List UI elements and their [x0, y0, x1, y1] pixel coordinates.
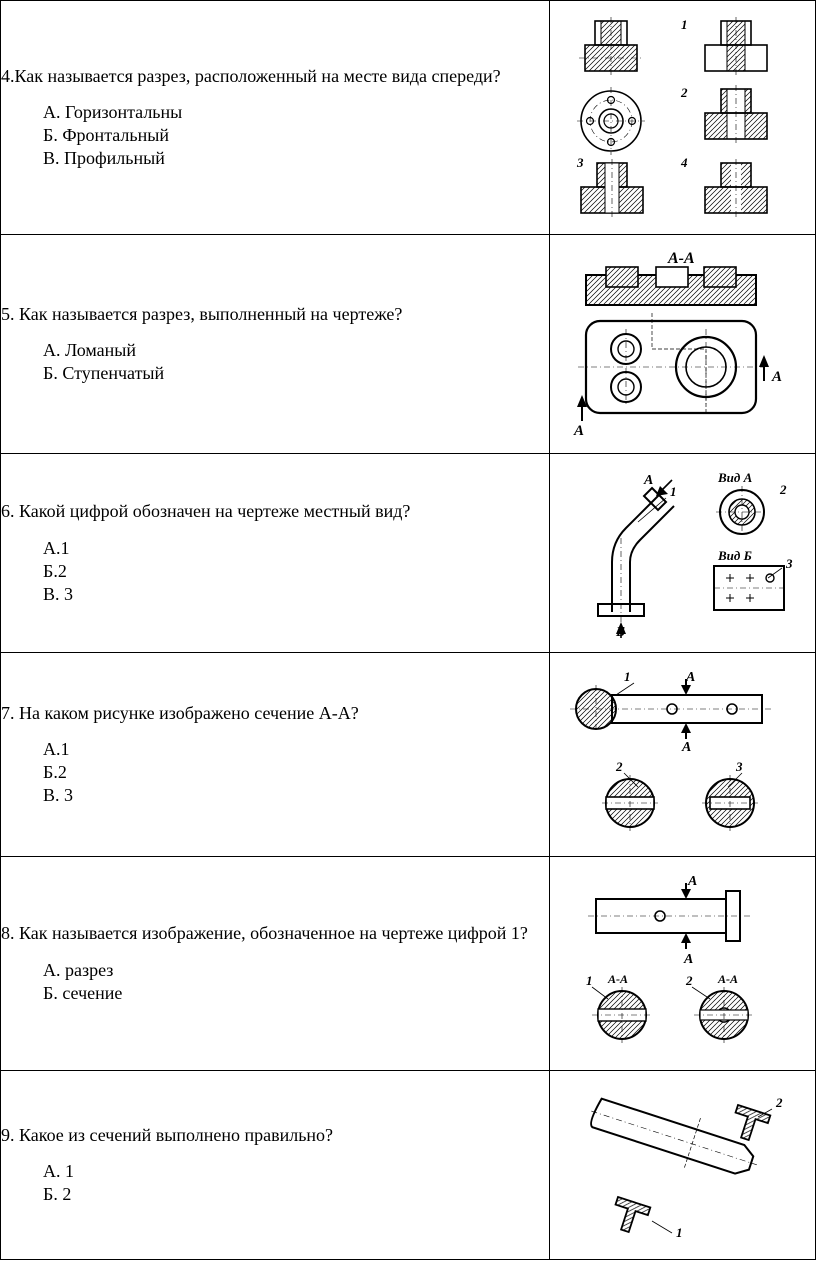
option-b: Б.2	[43, 561, 539, 582]
question-text: 7. На каком рисунке изображено сечение А…	[1, 701, 539, 725]
options: А. Ломаный Б. Ступенчатый	[1, 340, 539, 384]
label-1: 1	[676, 1225, 683, 1240]
label-1: 1	[624, 669, 631, 684]
label-a-left: А	[573, 423, 584, 439]
options: А. 1 Б. 2	[1, 1161, 539, 1205]
option-b: Б. сечение	[43, 983, 539, 1004]
quiz-table: 4.Как называется разрез, расположенный н…	[0, 0, 816, 1260]
option-v: В. 3	[43, 785, 539, 806]
option-b: Б. Фронтальный	[43, 125, 539, 146]
label-3: 3	[576, 155, 584, 170]
question-text: 4.Как называется разрез, расположенный н…	[1, 64, 539, 88]
option-a: А. Горизонтальны	[43, 102, 539, 123]
question-cell: 7. На каком рисунке изображено сечение А…	[1, 653, 550, 857]
option-a: А.1	[43, 739, 539, 760]
label-3: 3	[735, 759, 743, 774]
figure-cell: 1 2	[550, 1, 816, 235]
label-b: Б	[615, 625, 625, 638]
question-row-6: 6. Какой цифрой обозначен на чертеже мес…	[1, 454, 816, 653]
label-1: 1	[670, 484, 677, 499]
option-v: В. 3	[43, 584, 539, 605]
question-cell: 8. Как называется изображение, обозначен…	[1, 857, 550, 1071]
label-a-bot: А	[683, 952, 693, 967]
option-a: А. 1	[43, 1161, 539, 1182]
option-b: Б. 2	[43, 1184, 539, 1205]
question-text: 6. Какой цифрой обозначен на чертеже мес…	[1, 499, 539, 523]
question-text: 5. Как называется разрез, выполненный на…	[1, 302, 539, 326]
options: А.1 Б.2 В. 3	[1, 538, 539, 605]
question-cell: 5. Как называется разрез, выполненный на…	[1, 235, 550, 454]
question-cell: 4.Как называется разрез, расположенный н…	[1, 1, 550, 235]
question-row-7: 7. На каком рисунке изображено сечение А…	[1, 653, 816, 857]
label-aa-2: А-А	[717, 972, 738, 986]
label-a-right: А	[771, 369, 782, 385]
option-v: В. Профильный	[43, 148, 539, 169]
option-a: А.1	[43, 538, 539, 559]
options: А.1 Б.2 В. 3	[1, 739, 539, 806]
label-a-top: А	[687, 874, 697, 889]
label-2: 2	[775, 1095, 783, 1110]
question-row-5: 5. Как называется разрез, выполненный на…	[1, 235, 816, 454]
figure-q5: А-А	[558, 249, 798, 439]
label-1: 1	[586, 973, 593, 988]
label-4: 4	[680, 155, 688, 170]
question-text: 8. Как называется изображение, обозначен…	[1, 921, 539, 945]
option-b: Б. Ступенчатый	[43, 363, 539, 384]
figure-cell: А А 1 А-А 2 А-А	[550, 857, 816, 1071]
question-text: 9. Какое из сечений выполнено правильно?	[1, 1123, 539, 1147]
figure-cell: 2 1	[550, 1071, 816, 1260]
label-2: 2	[779, 482, 787, 497]
figure-q7: 1 А А 2 3	[558, 667, 798, 842]
label-2: 2	[685, 973, 693, 988]
label-a: А	[643, 473, 653, 488]
figure-cell: 1 А А 2 3	[550, 653, 816, 857]
figure-q8: А А 1 А-А 2 А-А	[558, 871, 798, 1056]
figure-q9: 2 1	[558, 1085, 798, 1245]
option-b: Б.2	[43, 762, 539, 783]
question-row-8: 8. Как называется изображение, обозначен…	[1, 857, 816, 1071]
label-vid-a: Вид А	[717, 470, 753, 485]
label-aa-1: А-А	[607, 972, 628, 986]
label-vid-b: Вид Б	[717, 548, 752, 563]
options: А. Горизонтальны Б. Фронтальный В. Профи…	[1, 102, 539, 169]
option-a: А. Ломаный	[43, 340, 539, 361]
question-cell: 9. Какое из сечений выполнено правильно?…	[1, 1071, 550, 1260]
label-a-bot: А	[681, 740, 691, 755]
label-2: 2	[615, 759, 623, 774]
figure-cell: А Б 1 Вид А 2 Вид Б 3	[550, 454, 816, 653]
figure-q4: 1 2	[563, 15, 793, 220]
figure-cell: А-А	[550, 235, 816, 454]
label-3: 3	[785, 556, 793, 571]
option-a: А. разрез	[43, 960, 539, 981]
figure-q6: А Б 1 Вид А 2 Вид Б 3	[558, 468, 798, 638]
question-cell: 6. Какой цифрой обозначен на чертеже мес…	[1, 454, 550, 653]
options: А. разрез Б. сечение	[1, 960, 539, 1004]
question-row-9: 9. Какое из сечений выполнено правильно?…	[1, 1071, 816, 1260]
label-2: 2	[680, 85, 688, 100]
question-row-4: 4.Как называется разрез, расположенный н…	[1, 1, 816, 235]
label-aa: А-А	[667, 250, 695, 267]
label-1: 1	[681, 17, 688, 32]
